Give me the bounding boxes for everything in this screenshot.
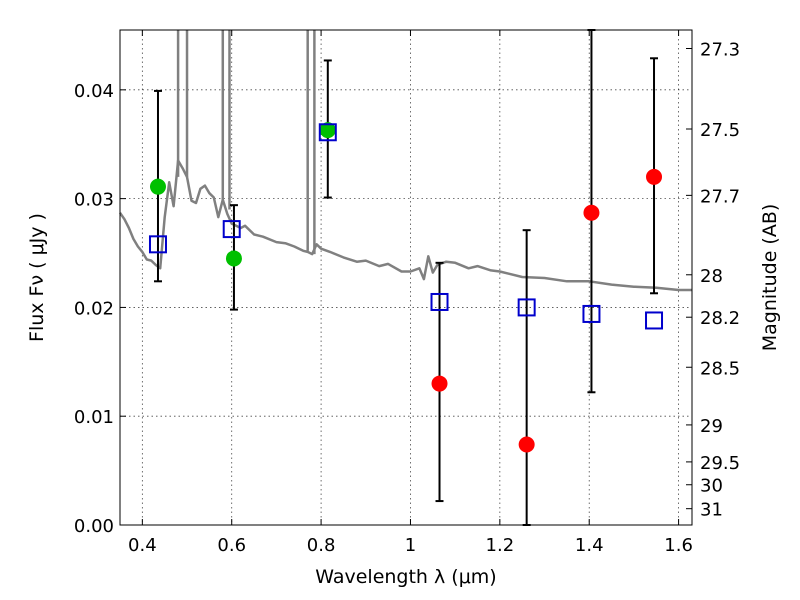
y2-tick-label: 30 — [700, 476, 723, 497]
red-detections-point — [583, 204, 600, 221]
y2-tick-label: 28.5 — [700, 358, 740, 379]
model-photometry-square — [318, 123, 337, 142]
y2-tick-label: 31 — [700, 500, 723, 521]
y2-tick-label: 29.5 — [700, 453, 740, 474]
green-detections-point — [225, 250, 242, 267]
model-photometry-square — [222, 220, 241, 239]
model-spectrum-line — [118, 159, 692, 292]
y-tick-label: 0.04 — [74, 81, 114, 102]
y2-tick-label: 27.5 — [700, 120, 740, 141]
model-photometry-square — [517, 298, 536, 317]
y2-tick-label: 28.2 — [700, 308, 740, 329]
plot-frame — [119, 29, 693, 526]
y-tick-label: 0.02 — [74, 298, 114, 319]
model-photometry-square — [148, 235, 167, 254]
model-spectrum-layer — [118, 30, 692, 292]
x-tick-label: 1.6 — [664, 535, 693, 556]
red-detections-point — [431, 375, 448, 392]
x-axis-label: Wavelength λ (μm) — [315, 566, 496, 588]
x-tick-label: 1 — [405, 535, 416, 556]
grid-lines — [120, 30, 692, 526]
red-detections-point — [646, 168, 663, 185]
red-detections-point — [518, 436, 535, 453]
model-photometry-square — [645, 311, 664, 330]
y-tick-label: 0.01 — [74, 407, 114, 428]
y2-tick-label: 29 — [700, 416, 723, 437]
y2-tick-label: 27.7 — [700, 186, 740, 207]
y-tick-label: 0.00 — [74, 516, 114, 537]
green-detections-point — [149, 178, 166, 195]
model-photometry-square — [582, 304, 601, 323]
y-axis-label: Flux Fν ( μJy ) — [26, 213, 48, 342]
x-tick-label: 1.2 — [486, 535, 515, 556]
axis-ticks: 0.4 0.6 0.8 1 1.2 1.4 1.6 0.00 0.01 0.02 0.03 0.04 2… — [74, 30, 740, 556]
y2-tick-label: 27.3 — [700, 39, 740, 60]
model-photometry-square — [430, 292, 449, 311]
x-tick-label: 0.4 — [128, 535, 157, 556]
x-tick-label: 0.8 — [307, 535, 336, 556]
y2-axis-label: Magnitude (AB) — [759, 204, 781, 352]
y2-tick-label: 28 — [700, 266, 723, 287]
x-tick-label: 0.6 — [217, 535, 246, 556]
x-tick-label: 1.4 — [575, 535, 604, 556]
y-tick-label: 0.03 — [74, 190, 114, 211]
data-points-layer — [148, 122, 664, 453]
